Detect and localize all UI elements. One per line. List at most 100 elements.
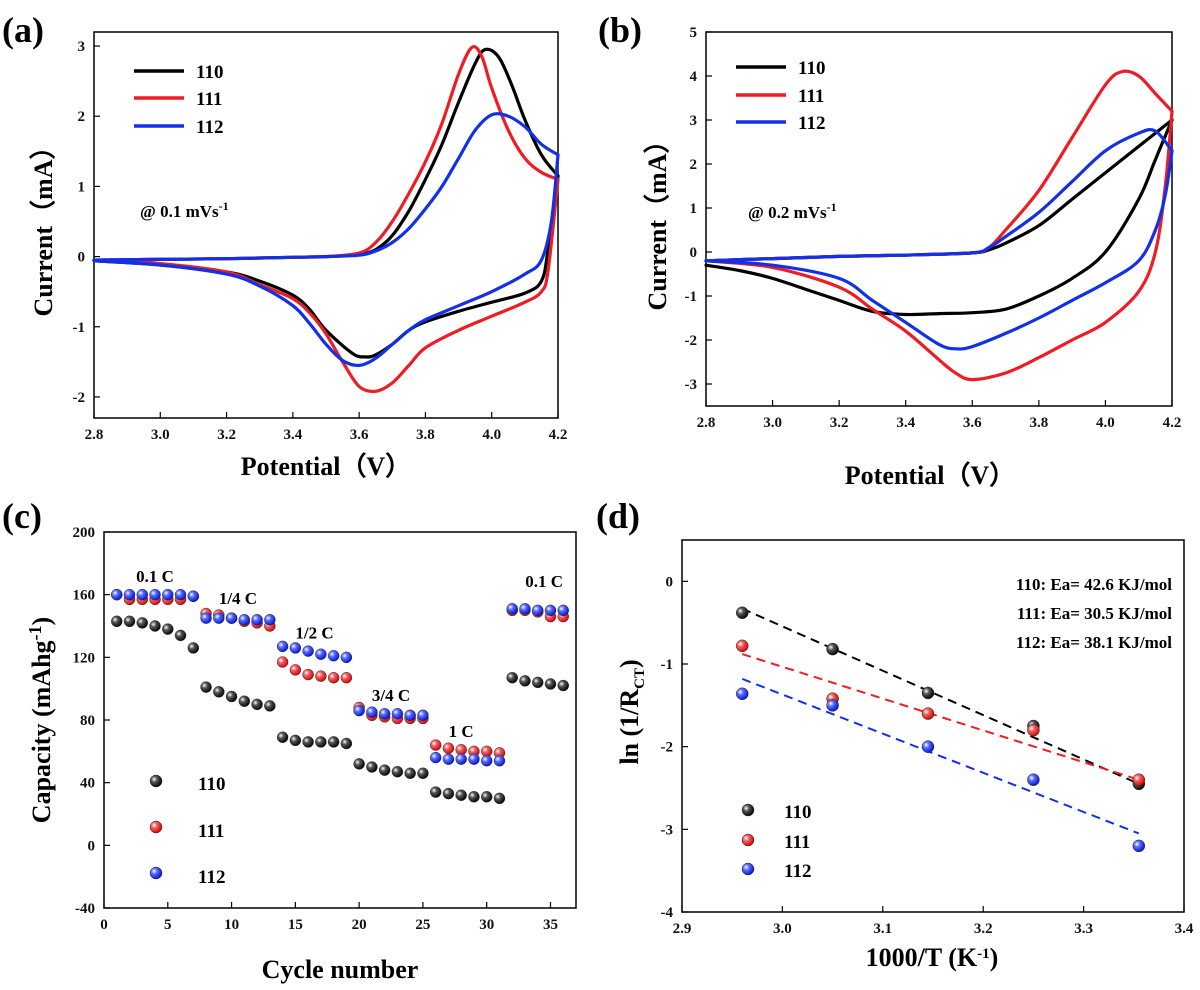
panel-b-scan-rate: @ 0.2 mVs-1 <box>748 200 837 222</box>
legend-c-111-marker <box>149 820 163 834</box>
rate-point-112 <box>327 650 340 662</box>
panel-a-xlabel: Potential（V） <box>241 452 411 481</box>
panel-b-xtick-label: 4.2 <box>1163 415 1182 431</box>
panel-a-curves <box>92 45 560 394</box>
legend-c-112-label: 112 <box>198 867 225 888</box>
cv-curve-111-anodic <box>704 69 1174 263</box>
rate-point-112 <box>213 612 225 624</box>
legend-d-111-marker <box>741 833 755 847</box>
legend-d-110-marker <box>741 803 755 817</box>
rate-point-112 <box>455 753 467 765</box>
cv-curve-112-cathodic <box>92 153 560 368</box>
rate-point-110 <box>289 734 302 747</box>
panel-c-xtick-label: 10 <box>224 917 239 933</box>
rate-label: 1 C <box>449 722 474 741</box>
legend-d-112-marker <box>741 862 755 876</box>
rate-point-110 <box>417 767 429 779</box>
panel-c-frame <box>103 531 577 909</box>
rate-point-110 <box>225 690 238 703</box>
rate-label: 0.1 C <box>525 572 563 591</box>
panel-b-ytick-label: 4 <box>690 69 698 85</box>
rate-point-110 <box>455 789 467 801</box>
rate-label: 3/4 C <box>372 686 410 705</box>
rate-point-112 <box>417 709 429 721</box>
panel-c-ytick-label: 40 <box>80 776 95 792</box>
panel-a-xtick-label: 3.4 <box>283 427 302 443</box>
legend-b-112-label: 112 <box>798 113 825 134</box>
rate-point-110 <box>544 678 557 690</box>
legend-a-110-label: 110 <box>196 62 223 83</box>
panel-d-ytick-label: 0 <box>666 574 674 590</box>
rate-point-110 <box>391 766 404 778</box>
rate-point-112 <box>289 642 302 654</box>
rate-point-111 <box>327 672 340 684</box>
rate-point-110 <box>315 736 327 748</box>
legend-c-110-label: 110 <box>198 774 225 795</box>
rate-point-112 <box>481 755 493 767</box>
rate-point-112 <box>238 614 251 626</box>
panel-b-ytick-label: -3 <box>685 377 698 393</box>
rate-point-112 <box>123 588 136 601</box>
panel-d-ytick-label: -2 <box>661 740 674 756</box>
rate-point-110 <box>276 731 289 743</box>
rate-label: 1/4 C <box>219 589 257 608</box>
rate-point-110 <box>213 686 225 698</box>
panel-b-xtick-label: 3.8 <box>1029 415 1048 431</box>
rate-point-112 <box>429 751 442 764</box>
rate-point-112 <box>391 708 404 720</box>
panel-d-xtick-label: 3.2 <box>974 921 993 937</box>
cv-curve-110-cathodic <box>92 174 560 359</box>
rate-label: 1/2 C <box>295 624 333 643</box>
panel-c-ytick-label: 200 <box>73 525 96 541</box>
panel-a-scan-rate: @ 0.1 mVs-1 <box>140 199 229 221</box>
rate-point-110 <box>532 676 544 689</box>
panel-b-ytick-label: -2 <box>685 333 698 349</box>
rate-point-112 <box>506 603 518 615</box>
cv-curve-112-anodic <box>704 127 1174 263</box>
panel-d-xtick-label: 2.9 <box>673 921 692 937</box>
panel-d-xtick-label: 3.0 <box>773 921 792 937</box>
panel-d-xticks: 2.9 3.0 3.1 3.2 3.3 3.4 <box>673 906 1194 937</box>
panel-c: (c) 0 5 10 15 20 25 30 35 -40 0 40 80 120 160 200 0.1… <box>2 496 577 984</box>
panel-a-ytick-label: -1 <box>73 320 86 336</box>
rate-point-110 <box>187 642 199 654</box>
rate-point-112 <box>174 588 187 601</box>
arrhenius-point-111 <box>735 639 749 653</box>
panel-b-ytick-label: 5 <box>690 25 698 41</box>
rate-point-110 <box>429 786 442 798</box>
rate-point-112 <box>557 604 569 617</box>
rate-point-110 <box>366 761 378 773</box>
legend-d-112-label: 112 <box>784 861 811 882</box>
rate-point-110 <box>162 623 174 635</box>
panel-c-xtick-label: 5 <box>164 917 172 933</box>
arrhenius-point-111 <box>921 707 935 720</box>
panel-d-label: (d) <box>596 496 640 536</box>
rate-point-112 <box>353 704 365 717</box>
rate-point-110 <box>442 787 455 800</box>
fit-line-112 <box>741 677 1140 835</box>
rate-point-110 <box>353 758 365 770</box>
rate-point-112 <box>532 604 544 617</box>
panel-b-xtick-label: 3.2 <box>830 415 849 431</box>
rate-point-112 <box>149 588 161 601</box>
panel-a-ytick-label: 3 <box>78 39 86 55</box>
panel-d-xtick-label: 3.3 <box>1074 921 1093 937</box>
rate-point-110 <box>302 736 314 748</box>
panel-c-xtick-label: 20 <box>352 917 367 933</box>
panel-a-xtick-label: 3.0 <box>151 427 170 443</box>
rate-point-112 <box>544 604 557 617</box>
panel-c-xtick-label: 15 <box>288 917 303 933</box>
ea-annotation-112: 112: Ea= 38.1 KJ/mol <box>1016 633 1172 652</box>
rate-point-110 <box>136 617 148 629</box>
rate-point-110 <box>174 629 187 642</box>
panel-a-ytick-label: 1 <box>78 179 86 195</box>
rate-point-110 <box>493 792 506 805</box>
rate-point-110 <box>506 672 518 684</box>
panel-a-ytick-label: 0 <box>78 250 86 266</box>
arrhenius-point-110 <box>826 642 839 656</box>
rate-point-112 <box>276 640 289 653</box>
panel-d: (d) 2.9 3.0 3.1 3.2 3.3 3.4 -4 -3 -2 -1 0 1000/T … <box>596 496 1194 972</box>
panel-a-legend: 110 111 112 <box>134 62 223 138</box>
rate-point-110 <box>468 791 480 803</box>
